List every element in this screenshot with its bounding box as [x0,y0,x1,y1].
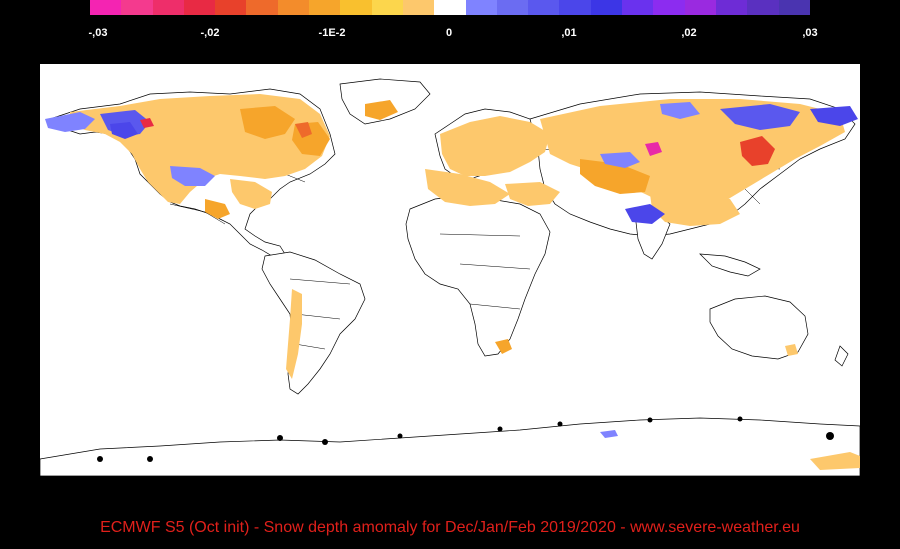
positive-anomaly-regions [45,102,858,438]
neg-europe [440,116,550,176]
colorbar-segment [528,0,560,15]
coast-dot [322,439,328,445]
pos-tibet [625,204,665,224]
colorbar-segment [496,0,529,15]
neg-australia-se [785,344,798,356]
coast-dot [826,432,834,440]
tick-label-neg-001: -1E-2 [318,27,346,39]
neg-strong-na-spot [295,122,312,138]
colorbar-segment [90,0,122,15]
africa-borders [439,233,531,310]
pos-siberia-far [810,106,858,126]
colorbar-segment [402,0,435,15]
pos-bc-coast [110,122,138,139]
colorbar [90,0,810,15]
se-asia-outline [699,253,761,277]
world-map [40,64,860,476]
coast-dot [557,421,563,427]
coast-dot [737,416,743,422]
neg-greenland-rim [365,100,398,120]
colorbar-segment [778,0,810,15]
extreme-mongolia-spot [645,142,662,156]
neg-central-asia [580,159,650,194]
neg-hudson [240,106,295,139]
colorbar-segment [465,0,497,15]
neg-north-africa-2 [505,182,560,206]
extreme-alaska-spot [140,118,154,128]
coast-dot [147,456,153,462]
neg-south-africa [495,339,512,354]
new-zealand-outline [834,345,849,367]
coast-dot [647,417,653,423]
tick-label-zero: 0 [445,27,453,39]
neg-mexico-gulf [205,199,230,219]
neg-andes [286,289,302,379]
extreme-anomaly-spots [140,118,775,166]
world-map-svg [40,78,860,476]
colorbar-segment [183,0,216,15]
colorbar-segment [653,0,685,15]
australia-outline [709,295,809,360]
tick-label-neg-003: -,03 [88,27,108,39]
pos-alaska [45,112,95,132]
colorbar-segment [747,0,779,15]
extreme-northeast-china [740,136,775,166]
coast-dot [97,456,103,462]
colorbar-segment [434,0,466,15]
colorbar-segment [215,0,247,15]
colorbar-segment [246,0,278,15]
coast-dot [277,435,283,441]
colorbar-segment [371,0,403,15]
pos-rockies [170,166,215,186]
south-america-outline [261,251,366,395]
tick-label-pos-003: ,03 [802,27,818,39]
pos-antarctic-dots [600,430,618,438]
colorbar-ticks: -,03 -,02 -1E-2 0 ,01 ,02 ,03 [0,27,900,41]
colorbar-segment [309,0,341,15]
colorbar-segment [277,0,310,15]
tick-label-neg-002: -,02 [200,27,220,39]
south-america-borders [289,278,351,350]
colorbar-segment [559,0,591,15]
colorbar-segment [340,0,372,15]
coast-dot [397,433,403,439]
colorbar-segment [622,0,654,15]
colorbar-segment [152,0,184,15]
pos-siberia-east [720,104,800,130]
neg-china [650,192,740,226]
africa-outline [405,195,551,357]
neg-north-africa [425,169,510,206]
colorbar-segment [684,0,716,15]
colorbar-segment [121,0,153,15]
antarctica-outline [40,417,860,476]
neg-east-us [230,179,272,209]
neg-antarctic-rim [810,452,860,470]
pos-mongolia [600,152,640,168]
colorbar-segment [715,0,748,15]
coast-dot [497,426,503,432]
map-caption: ECMWF S5 (Oct init) - Snow depth amomaly… [100,519,800,536]
tick-label-pos-002: ,02 [681,27,697,39]
tick-label-pos-001: ,01 [561,27,577,39]
antarctic-coast-dots [97,416,834,462]
pos-central-russia [660,102,700,119]
colorbar-segment [590,0,623,15]
